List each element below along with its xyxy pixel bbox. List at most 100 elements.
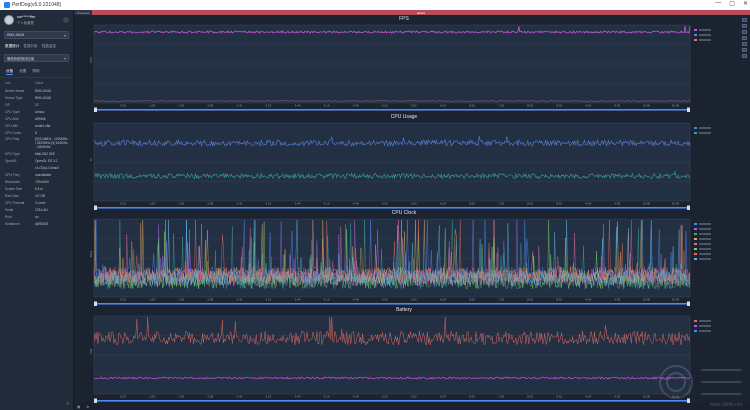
battery-plot[interactable]: 0:32 1:04 1:36 2:08 2:40 3:12 3:44 4:16 4:48 5:20… bbox=[90, 314, 718, 404]
cpu-clock-plot[interactable]: 0:32 1:04 1:36 2:08 2:40 3:12 3:44 4:16 4:48 5:20… bbox=[90, 217, 718, 307]
scroll-handle-right[interactable] bbox=[687, 398, 690, 404]
info-value: arm64-v8a bbox=[35, 123, 51, 128]
legend-swatch[interactable] bbox=[694, 39, 697, 41]
time-tick-label: 8:00 bbox=[527, 395, 533, 399]
info-key: CPU Arch bbox=[5, 116, 19, 121]
tab-perf-monitor[interactable]: 性能监控 bbox=[41, 44, 57, 48]
minimize-button[interactable]: — bbox=[715, 0, 722, 6]
legend-swatch[interactable] bbox=[694, 243, 697, 245]
chart-title: CPU Usage bbox=[390, 114, 418, 120]
sidebar: sw*****ffer 个人版套餐 RMX-AN16 ▾ 数据统计 性能分析 性… bbox=[0, 10, 74, 410]
legend-swatch[interactable] bbox=[694, 330, 697, 332]
tool-button[interactable] bbox=[742, 54, 747, 58]
tool-button[interactable] bbox=[742, 36, 747, 40]
scroll-handle-left[interactable] bbox=[94, 301, 97, 307]
tool-button[interactable] bbox=[742, 48, 747, 52]
chart-title: Battery bbox=[396, 307, 412, 313]
time-tick-label: 10:08 bbox=[643, 298, 651, 302]
scroll-handle-right[interactable] bbox=[687, 107, 690, 113]
legend-swatch[interactable] bbox=[694, 132, 697, 134]
label-marker[interactable]: label1 bbox=[92, 10, 750, 15]
fps-plot[interactable]: 0:32 1:04 1:36 2:08 2:40 3:12 3:44 4:16 4:48 5:20… bbox=[90, 23, 718, 113]
legend-swatch[interactable] bbox=[694, 248, 697, 250]
legend-swatch[interactable] bbox=[694, 238, 697, 240]
info-key-header: Info bbox=[5, 81, 11, 85]
legend-swatch[interactable] bbox=[694, 228, 697, 230]
legend-swatch[interactable] bbox=[694, 29, 697, 31]
grid-icon[interactable]: ▦ bbox=[77, 404, 81, 409]
tool-button[interactable] bbox=[742, 24, 747, 28]
maximize-button[interactable]: ▢ bbox=[729, 1, 735, 7]
overview-label[interactable]: Overview bbox=[74, 10, 92, 15]
info-row: OpenGL OpenGL ES 3.2 bbox=[0, 158, 73, 165]
tool-button[interactable] bbox=[742, 30, 747, 34]
legend-label bbox=[699, 228, 711, 230]
cpu-usage-plot[interactable]: 0:32 1:04 1:36 2:08 2:40 3:12 3:44 4:16 4:48 5:20… bbox=[90, 121, 718, 211]
zoom-icon[interactable]: ⊕ bbox=[86, 404, 90, 409]
app-select[interactable]: 微信系统测试应用 ▾ bbox=[4, 54, 69, 62]
tab-device[interactable]: 设备 bbox=[6, 69, 14, 75]
legend-swatch[interactable] bbox=[694, 127, 697, 129]
time-tick-label: 10:40 bbox=[672, 104, 680, 108]
time-tick-label: 3:44 bbox=[295, 298, 301, 302]
scroll-handle-left[interactable] bbox=[94, 205, 97, 211]
info-row: CPU Type Unisoc bbox=[0, 109, 73, 116]
timeline-scrollbar[interactable] bbox=[94, 109, 690, 111]
info-value: 12 bbox=[35, 102, 39, 107]
time-tick-label: 1:04 bbox=[149, 104, 155, 108]
time-tick-label: 8:32 bbox=[556, 298, 562, 302]
cpu-core-line bbox=[93, 219, 691, 287]
y-axis-label: % bbox=[90, 158, 93, 161]
timeline-scrollbar[interactable] bbox=[94, 303, 690, 305]
close-button[interactable]: ✕ bbox=[742, 1, 748, 7]
legend-swatch[interactable] bbox=[694, 34, 697, 36]
time-tick-label: 2:40 bbox=[236, 395, 242, 399]
legend-swatch[interactable] bbox=[694, 258, 697, 260]
scroll-handle-left[interactable] bbox=[94, 107, 97, 113]
time-tick-label: 5:20 bbox=[382, 104, 388, 108]
time-tick-label: 10:08 bbox=[643, 395, 651, 399]
scroll-handle-right[interactable] bbox=[687, 205, 690, 211]
time-tick-label: 10:40 bbox=[672, 298, 680, 302]
info-value: 6.5 in bbox=[35, 186, 43, 191]
legend-swatch[interactable] bbox=[694, 325, 697, 327]
tab-data-stats[interactable]: 数据统计 bbox=[5, 44, 20, 48]
info-row: Resolution 720x1600 bbox=[0, 179, 73, 186]
legend-swatch[interactable] bbox=[694, 253, 697, 255]
time-tick-label: 4:16 bbox=[324, 298, 330, 302]
info-row: Serialnum a1f95523 bbox=[0, 221, 73, 228]
info-row: v1.r32p1-01eac0 bbox=[0, 165, 73, 172]
time-tick-label: 2:40 bbox=[236, 298, 242, 302]
time-tick-label: 8:00 bbox=[527, 298, 533, 302]
legend-label bbox=[699, 34, 711, 36]
info-row: GPU Type Mali-G52 3EE bbox=[0, 151, 73, 158]
legend-swatch[interactable] bbox=[694, 223, 697, 225]
info-key: Ram Size bbox=[5, 193, 19, 198]
time-tick-label: 9:36 bbox=[614, 395, 620, 399]
side-tabs: 数据统计 性能分析 性能监控 bbox=[0, 41, 73, 52]
timeline-scrollbar[interactable] bbox=[94, 400, 690, 402]
info-row: Device Type RMX-AN16 bbox=[0, 95, 73, 102]
tool-button[interactable] bbox=[742, 42, 747, 46]
timeline-scrollbar[interactable] bbox=[94, 207, 690, 209]
collapse-icon[interactable]: « bbox=[66, 401, 69, 407]
window-controls: — ▢ ✕ bbox=[715, 0, 748, 7]
time-tick-label: 2:08 bbox=[207, 298, 213, 302]
scroll-handle-left[interactable] bbox=[94, 398, 97, 404]
tool-button[interactable] bbox=[742, 18, 747, 22]
info-value: 720x1600 bbox=[35, 180, 50, 184]
tab-perf-analysis[interactable]: 性能分析 bbox=[23, 44, 38, 48]
time-tick-label: 4:48 bbox=[353, 298, 359, 302]
legend-label bbox=[699, 132, 711, 134]
user-menu-button[interactable] bbox=[63, 16, 69, 23]
legend-swatch[interactable] bbox=[694, 233, 697, 235]
device-select[interactable]: RMX-AN16 ▾ bbox=[4, 31, 69, 39]
avatar[interactable] bbox=[4, 14, 14, 25]
legend-swatch[interactable] bbox=[694, 320, 697, 322]
legend-label bbox=[699, 258, 711, 260]
tab-settings[interactable]: 设置 bbox=[19, 69, 27, 73]
scroll-handle-right[interactable] bbox=[687, 301, 690, 307]
tab-help[interactable]: 帮助 bbox=[32, 69, 40, 73]
info-value: unavailable bbox=[35, 173, 52, 178]
info-tabs: 设备 设置 帮助 bbox=[0, 64, 73, 78]
